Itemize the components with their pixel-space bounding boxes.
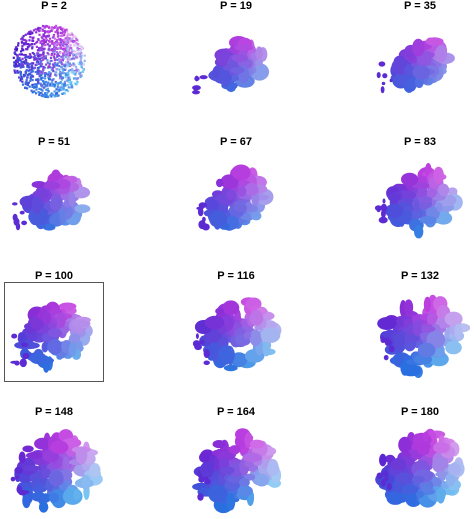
panel-8[interactable]: P = 116 — [186, 270, 286, 382]
panel-6[interactable]: P = 83 — [370, 136, 470, 248]
embedding-plot — [370, 12, 470, 112]
panel-12[interactable]: P = 180 — [370, 406, 470, 518]
embedding-plot — [186, 148, 286, 248]
embedding-plot — [4, 418, 104, 518]
panel-title: P = 164 — [216, 406, 256, 418]
panel-title: P = 83 — [404, 136, 436, 148]
panel-4[interactable]: P = 51 — [4, 136, 104, 248]
panel-title: P = 116 — [217, 270, 255, 282]
panel-title: P = 67 — [220, 136, 252, 148]
embedding-plot — [186, 12, 286, 112]
panel-title: P = 35 — [404, 0, 436, 12]
panel-7[interactable]: P = 100 — [4, 270, 104, 382]
panel-title: P = 180 — [400, 406, 440, 418]
panel-10[interactable]: P = 148 — [4, 406, 104, 518]
panel-1[interactable]: P = 2 — [4, 0, 104, 112]
embedding-plot — [4, 148, 104, 248]
embedding-plot — [370, 418, 470, 518]
embedding-plot — [370, 282, 470, 382]
embedding-plot — [4, 282, 104, 382]
embedding-plot — [4, 12, 104, 112]
panel-title: P = 19 — [220, 0, 252, 12]
panel-5[interactable]: P = 67 — [186, 136, 286, 248]
panel-3[interactable]: P = 35 — [370, 0, 470, 112]
panel-title: P = 51 — [38, 136, 70, 148]
panel-title: P = 100 — [34, 270, 74, 282]
panel-2[interactable]: P = 19 — [186, 0, 286, 112]
panel-11[interactable]: P = 164 — [186, 406, 286, 518]
panel-title: P = 2 — [41, 0, 67, 12]
embedding-plot — [186, 418, 286, 518]
embedding-plot — [186, 282, 286, 382]
panel-9[interactable]: P = 132 — [370, 270, 470, 382]
panel-title: P = 148 — [34, 406, 74, 418]
panel-title: P = 132 — [400, 270, 440, 282]
embedding-plot — [370, 148, 470, 248]
